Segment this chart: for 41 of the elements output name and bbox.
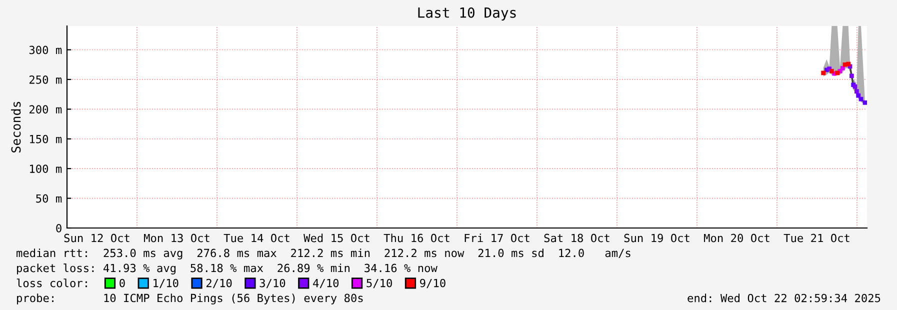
point	[849, 74, 854, 78]
point	[862, 100, 867, 105]
legend-label: 0	[120, 278, 125, 288]
point	[858, 96, 864, 102]
point	[854, 89, 859, 94]
legend-label: 1/10	[154, 278, 178, 288]
x-tick-label: Thu 16 Oct	[384, 234, 450, 242]
x-tick-label: Tue 21 Oct	[784, 234, 850, 242]
legend-title: loss color:	[16, 278, 87, 288]
x-tick-label: Fri 17 Oct	[464, 234, 530, 242]
legend-label: 9/10	[420, 278, 446, 288]
text: end: Wed Oct 22 02:59:34 2025	[688, 294, 880, 302]
x-tick-label: Mon 13 Oct	[144, 234, 210, 242]
y-tick-label: 100 m	[30, 164, 62, 173]
x-tick-label: Sat 18 Oct	[544, 234, 610, 242]
x-tick-label: Tue 14 Oct	[224, 234, 290, 242]
y-tick-label: 50 m	[36, 194, 62, 203]
y-axis-title: Seconds	[11, 102, 21, 152]
legend-label: 4/10	[313, 278, 339, 288]
point	[829, 68, 834, 74]
point	[856, 93, 861, 98]
chart-title: Last 10 Days	[418, 7, 516, 21]
point	[821, 70, 826, 76]
y-tick-label: 300 m	[29, 46, 62, 54]
text: probe: 10 ICMP Echo Pings (56 Bytes) every 80s	[17, 294, 363, 304]
point	[835, 70, 840, 76]
y-tick-label: 150 m	[30, 134, 62, 144]
y-tick-label: 250 m	[30, 75, 62, 84]
legend-label: 5/10	[366, 278, 392, 288]
x-tick-label: Sun 19 Oct	[624, 234, 690, 242]
x-tick-label: Sun 12 Oct	[64, 234, 130, 242]
x-tick-label: Wed 15 Oct	[304, 234, 370, 242]
legend-label: 2/10	[206, 278, 232, 288]
legend-label: 3/10	[260, 278, 286, 288]
text: packet loss: 41.93 % avg 58.18 % max 26.89 % min 34.16 % now	[17, 264, 438, 274]
point	[846, 62, 851, 66]
y-tick-label: 200 m	[30, 105, 62, 114]
y-tick-label: 0	[56, 224, 62, 232]
point	[840, 66, 845, 70]
x-tick-label: Mon 20 Oct	[704, 234, 770, 242]
text: median rtt: 253.0 ms avg 276.8 ms max 212.2 ms min 212.2 ms now 21.0 ms sd 12.0 am/s	[16, 248, 630, 260]
